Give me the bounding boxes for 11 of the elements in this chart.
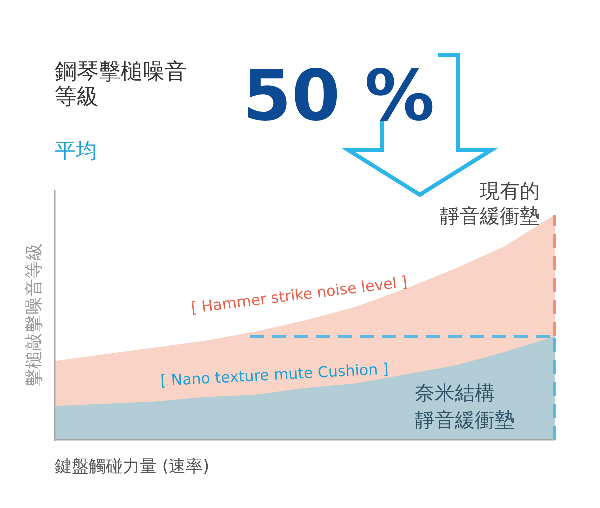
text: 50 % xyxy=(243,55,435,137)
x-axis-title: 鍵盤觸碰力量 (速率) xyxy=(55,457,210,477)
text: 現有的 xyxy=(480,179,540,203)
y-axis-title: 擊槌敲擊噪音等級 xyxy=(24,243,45,387)
chart-subtitle: 平均 xyxy=(55,139,97,163)
annotation: 靜音緩衝墊 xyxy=(415,408,515,432)
annotation: 奈米結構 xyxy=(415,381,495,405)
annotation: 靜音緩衝墊 xyxy=(440,204,540,228)
chart-title: 鋼琴擊槌噪音等級 xyxy=(55,60,188,111)
series-label: [ Nano texture mute Cushion ] xyxy=(160,360,390,390)
text: [ Hammer strike noise level ] xyxy=(190,272,408,318)
